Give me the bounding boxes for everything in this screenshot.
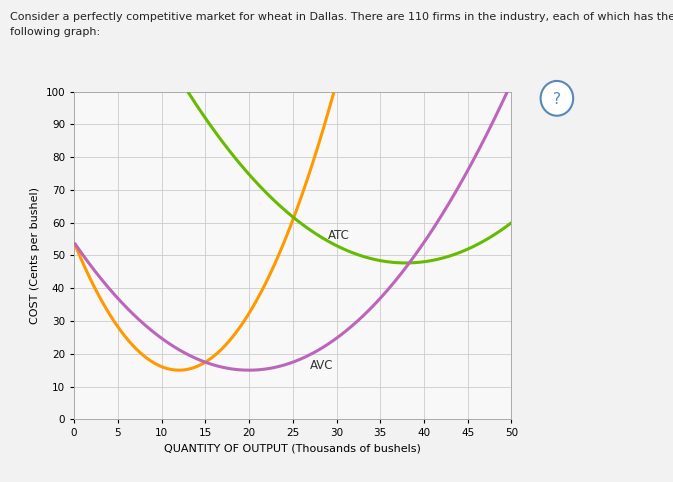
Text: following graph:: following graph: [10, 27, 100, 37]
Text: AVC: AVC [310, 360, 334, 373]
X-axis label: QUANTITY OF OUTPUT (Thousands of bushels): QUANTITY OF OUTPUT (Thousands of bushels… [164, 444, 421, 454]
Y-axis label: COST (Cents per bushel): COST (Cents per bushel) [30, 187, 40, 324]
Text: ?: ? [553, 93, 561, 107]
Text: ATC: ATC [328, 229, 350, 242]
Text: Consider a perfectly competitive market for wheat in Dallas. There are 110 firms: Consider a perfectly competitive market … [10, 12, 673, 22]
Circle shape [540, 81, 573, 116]
